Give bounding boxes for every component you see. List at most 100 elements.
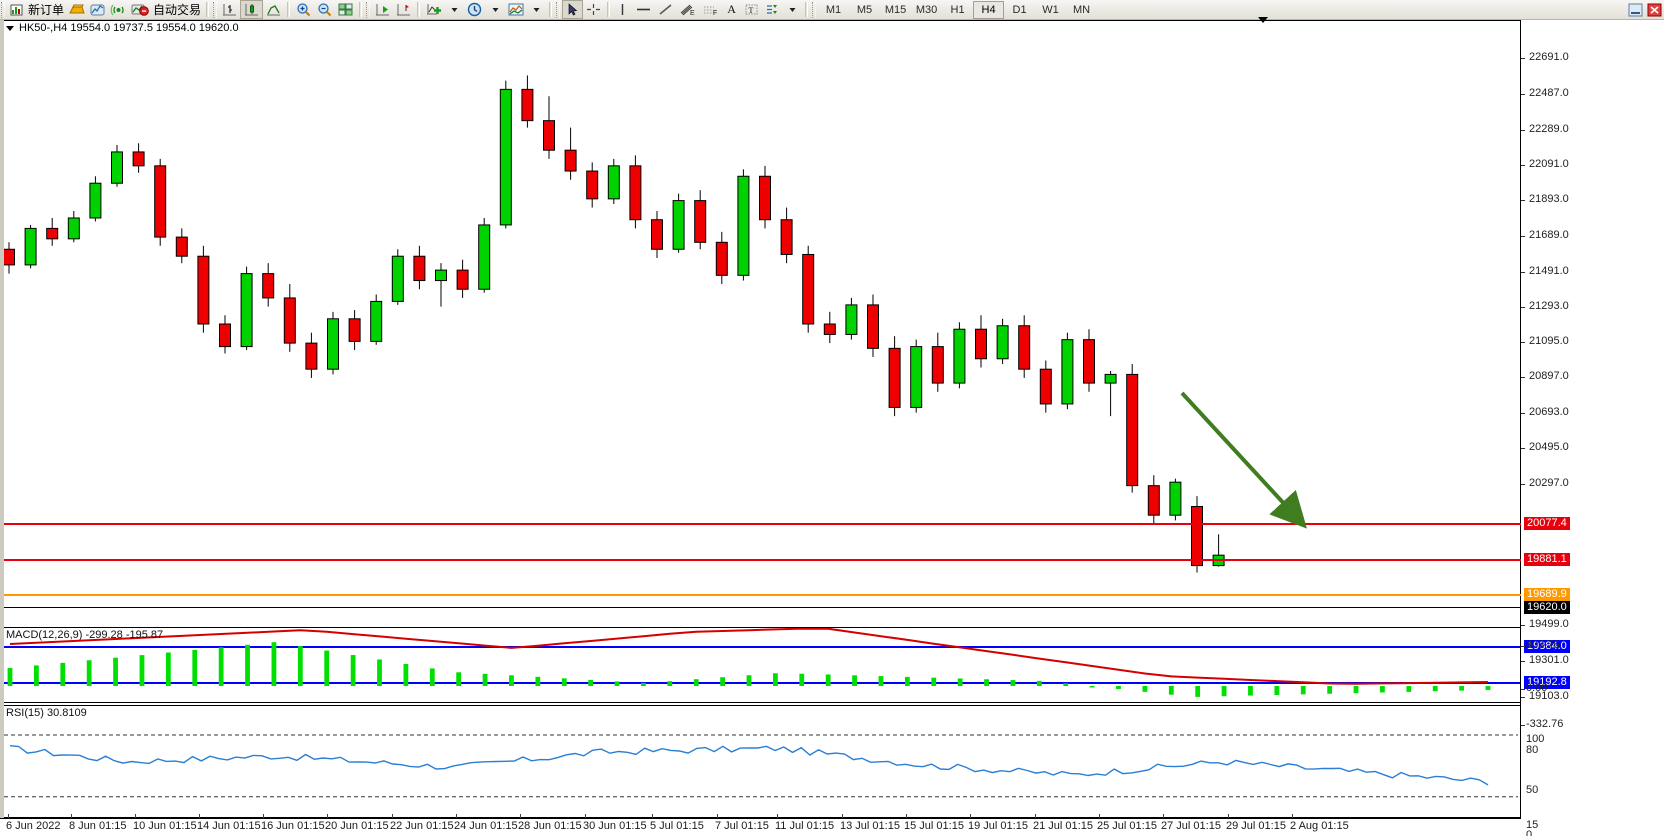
market-watch-button[interactable] [87, 0, 108, 19]
cursor-button[interactable] [562, 0, 584, 19]
macd-bar [271, 642, 277, 686]
new-order-label[interactable]: 新订单 [28, 3, 65, 17]
autoscroll-button[interactable] [372, 0, 393, 19]
svg-text:E: E [690, 10, 695, 17]
timeframe-w1[interactable]: W1 [1042, 3, 1059, 16]
crosshair-button[interactable] [583, 0, 604, 19]
orange-level-line[interactable] [1, 594, 1521, 596]
candle [996, 325, 1009, 360]
trendline-button[interactable] [655, 0, 676, 19]
chart-area[interactable]: 22691.0 22487.0 22289.0 22091.0 21893.0 21689… [0, 20, 1664, 836]
support-line-1[interactable] [1, 646, 1521, 648]
window-minimize-button[interactable] [1626, 0, 1645, 19]
indicators-dropdown[interactable] [445, 0, 464, 19]
new-order-button[interactable] [7, 0, 26, 19]
time-axis-tick [263, 814, 264, 818]
resistance-line-1[interactable] [1, 523, 1521, 525]
time-axis-label: 27 Jul 01:15 [1161, 820, 1221, 832]
toolbar-grip-4[interactable] [556, 1, 561, 18]
macd-bar [139, 655, 145, 686]
templates-dropdown[interactable] [527, 0, 546, 19]
channel-button[interactable]: F [699, 0, 722, 19]
signals-button[interactable] [108, 0, 129, 19]
time-axis-label: 22 Jun 01:15 [390, 820, 454, 832]
time-axis-tick [842, 814, 843, 818]
resistance-line-2[interactable] [1, 559, 1521, 561]
macd-bar [1010, 680, 1016, 686]
bar-chart-button[interactable] [219, 0, 240, 19]
toolbar-grip-2[interactable] [213, 1, 218, 18]
toolbar-grip-3[interactable] [366, 1, 371, 18]
price-tick [1521, 697, 1525, 698]
macd-bar [799, 673, 805, 686]
timeframe-mn[interactable]: MN [1072, 3, 1091, 16]
zoom-out-icon [318, 3, 332, 17]
chart-menu-caret-icon[interactable] [6, 25, 14, 31]
candle [67, 217, 80, 240]
macd-bar [957, 678, 963, 686]
trendline-icon [659, 4, 672, 15]
time-axis-tick [717, 814, 718, 818]
fibonacci-button[interactable]: E [676, 0, 699, 19]
period-dropdown[interactable] [486, 0, 505, 19]
price-axis-label: 19301.0 [1529, 654, 1569, 666]
timeframe-m1[interactable]: M1 [825, 3, 842, 16]
toolbar-grip[interactable] [1, 1, 5, 18]
objects-dropdown[interactable] [783, 0, 802, 19]
main-toolbar: 新订单 [0, 0, 1664, 20]
vertical-scrollbar[interactable] [0, 20, 4, 818]
price-axis-label: 20297.0 [1529, 477, 1569, 489]
auto-trading-toggle-button[interactable] [129, 0, 151, 19]
time-axis-label: 14 Jun 01:15 [197, 820, 261, 832]
candle [888, 347, 901, 408]
label-button[interactable]: T [741, 0, 762, 19]
templates-button[interactable] [505, 0, 527, 19]
chart-shift-button[interactable] [393, 0, 414, 19]
toolbar-grip-5[interactable] [812, 1, 817, 18]
candle [175, 236, 188, 257]
objects-list-button[interactable] [762, 0, 783, 19]
line-chart-button[interactable] [263, 0, 284, 19]
indicators-button[interactable] [423, 0, 445, 19]
horizontal-line-button[interactable] [632, 0, 655, 19]
timeframe-m5[interactable]: M5 [856, 3, 873, 16]
candle [327, 318, 339, 370]
candle [564, 149, 577, 172]
candle [672, 200, 685, 250]
time-axis-label: 2 Aug 01:15 [1290, 820, 1349, 832]
time-axis-label: 13 Jul 01:15 [840, 820, 900, 832]
macd-label[interactable]: MACD(12,26,9) -299.28 -195.87 [6, 629, 164, 641]
window-close-button[interactable] [1645, 0, 1664, 19]
support-line-2[interactable] [1, 682, 1521, 684]
macd-bar [1485, 686, 1491, 690]
timeframe-m30[interactable]: M30 [915, 3, 938, 16]
tile-windows-button[interactable] [335, 0, 356, 19]
price-axis-label: 20693.0 [1529, 406, 1569, 418]
macd-bar [1274, 686, 1280, 695]
time-axis-label: 20 Jun 01:15 [325, 820, 389, 832]
auto-trading-label[interactable]: 自动交易 [153, 3, 202, 17]
period-button[interactable] [464, 0, 486, 19]
current-price-line[interactable] [1, 607, 1521, 608]
candle [586, 170, 599, 200]
zoom-out-button[interactable] [314, 0, 335, 19]
price-tick [1521, 165, 1525, 166]
timeframe-m15[interactable]: M15 [884, 3, 907, 16]
text-button[interactable]: A [722, 0, 741, 19]
vertical-line-button[interactable] [613, 0, 632, 19]
zoom-in-button[interactable] [293, 0, 314, 19]
timeframe-d1[interactable]: D1 [1012, 3, 1027, 16]
gold-bar-button[interactable] [66, 0, 87, 19]
candlestick-chart-button[interactable] [240, 0, 264, 19]
downtrend-arrow[interactable] [1170, 370, 1370, 570]
macd-bar [350, 655, 356, 686]
rsi-label[interactable]: RSI(15) 30.8109 [6, 707, 87, 719]
bar-chart-type-icon [223, 4, 237, 16]
timeframe-h1[interactable]: H1 [950, 3, 965, 16]
candle [759, 175, 771, 221]
candle [1083, 339, 1095, 384]
timeframe-h4[interactable]: H4 [973, 0, 1005, 19]
macd-bar [931, 677, 937, 686]
time-axis-tick [777, 814, 778, 818]
time-axis-tick [1228, 814, 1229, 818]
